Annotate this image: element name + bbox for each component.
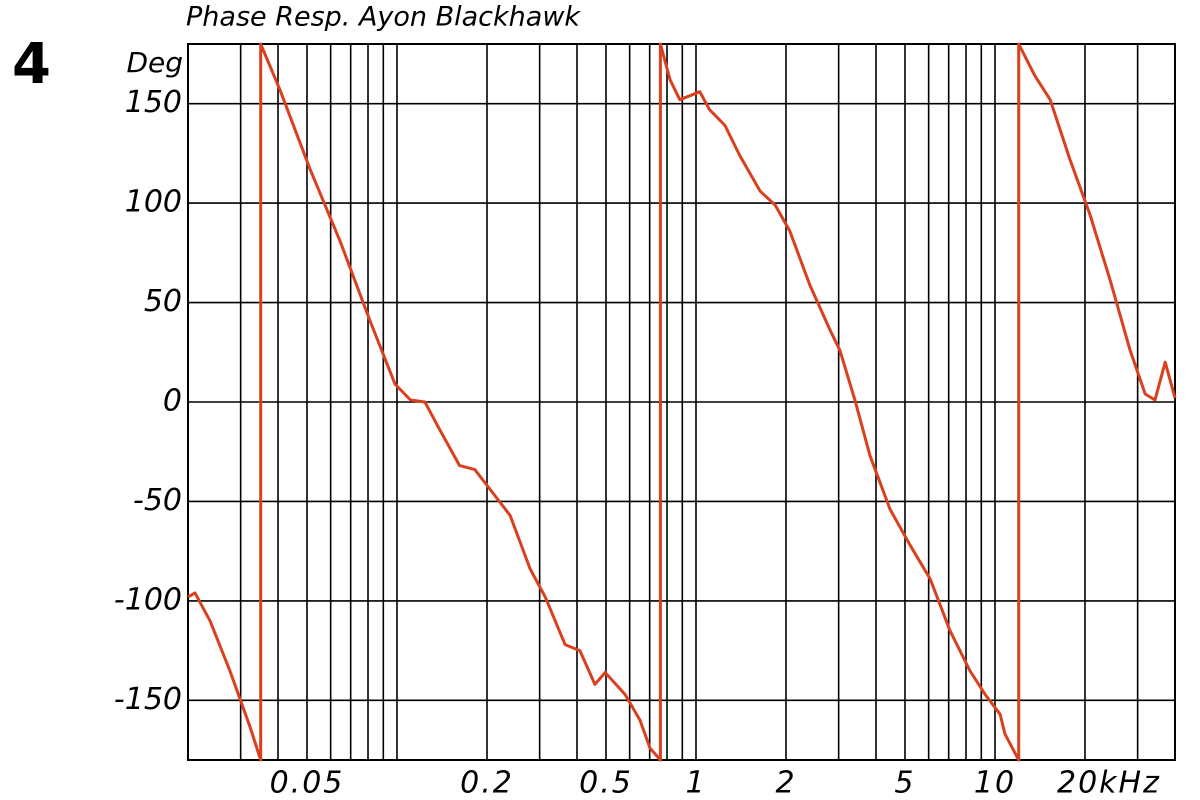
y-tick-label: 50	[144, 284, 182, 319]
x-tick-label: 5	[894, 766, 915, 800]
x-tick-label: 0.5	[579, 766, 633, 800]
phase-line	[187, 42, 1177, 762]
x-tick-label: 20kHz	[1057, 766, 1161, 800]
x-tick-label: 2	[775, 766, 796, 800]
y-tick-label: -100	[114, 582, 182, 617]
y-tick-label: 100	[125, 185, 182, 220]
y-tick-label: -150	[114, 682, 182, 717]
x-tick-label: 1	[685, 766, 706, 800]
y-tick-label: -50	[133, 483, 182, 518]
x-tick-label: 10	[974, 766, 1016, 800]
y-tick-label: 150	[125, 85, 182, 120]
x-tick-label: 0.2	[460, 766, 514, 800]
x-tick-label: 0.05	[270, 766, 345, 800]
chart-title: Phase Resp. Ayon Blackhawk	[186, 2, 581, 33]
figure-number: 4	[12, 32, 51, 97]
y-tick-label: 0	[163, 384, 182, 419]
y-axis-label: Deg	[126, 46, 183, 79]
